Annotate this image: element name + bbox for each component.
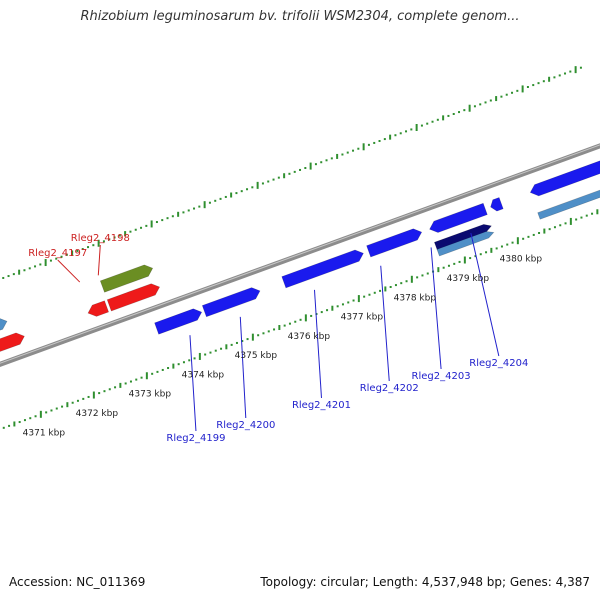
scale-label: 4374 kbp [182, 370, 225, 380]
gene-label-leader [430, 247, 442, 370]
gene-feature-forward[interactable] [201, 287, 261, 318]
scale-label: 4379 kbp [447, 274, 490, 284]
scale-label: 4377 kbp [341, 313, 384, 323]
gene-label-leader [97, 244, 101, 276]
gene-label-forward[interactable]: Rleg2_4200 [216, 420, 275, 431]
gene-label-forward[interactable]: Rleg2_4204 [469, 358, 528, 369]
accession-text: Accession: NC_011369 [9, 575, 146, 589]
gene-features[interactable] [0, 160, 600, 361]
gene-feature-reverse-rna[interactable] [99, 264, 154, 293]
scale-label: 4373 kbp [129, 390, 172, 400]
gene-feature-reverse-pseudo[interactable] [0, 318, 8, 342]
gene-label-leader [313, 289, 322, 399]
scale-label: 4378 kbp [394, 293, 437, 303]
gene-feature-forward[interactable] [366, 228, 423, 258]
gene-label-forward[interactable]: Rleg2_4203 [412, 371, 471, 382]
gene-label-reverse[interactable]: Rleg2_4197 [28, 248, 87, 259]
gene-feature-forward[interactable] [281, 249, 364, 289]
gene-feature-forward-pseudo[interactable] [436, 231, 495, 257]
gene-feature-forward-selected[interactable] [434, 224, 492, 251]
gene-label-leader [239, 316, 247, 419]
gene-feature-forward-pseudo[interactable] [537, 188, 600, 220]
gene-labels[interactable]: Rleg2_4197 Rleg2_4198 Rleg2_4199 Rleg2_4200… [28, 233, 528, 444]
gene-label-leader [380, 265, 390, 382]
gene-feature-reverse[interactable] [87, 300, 109, 317]
backbone-line [0, 143, 600, 367]
gene-feature-reverse[interactable] [106, 283, 161, 312]
gene-label-leader [470, 232, 500, 357]
gene-feature-forward[interactable] [429, 202, 488, 233]
backbone-highlight [0, 144, 600, 364]
upper-tick-row [2, 66, 582, 279]
scale-label: 4376 kbp [288, 332, 331, 342]
gene-label-leader [57, 259, 81, 283]
gene-feature-reverse[interactable] [0, 332, 25, 361]
scale-labels: 4371 kbp 4372 kbp 4373 kbp 4374 kbp 4375 kbp… [23, 255, 543, 439]
scale-label: 4380 kbp [500, 255, 543, 265]
gene-feature-forward[interactable] [490, 197, 504, 212]
gene-label-reverse[interactable]: Rleg2_4198 [71, 233, 130, 244]
scale-label: 4371 kbp [23, 428, 66, 438]
gene-label-forward[interactable]: Rleg2_4202 [360, 383, 419, 394]
scale-label: 4375 kbp [235, 351, 278, 361]
lower-tick-row [2, 209, 599, 429]
page-title: Rhizobium leguminosarum bv. trifolii WSM… [80, 9, 520, 24]
gene-label-forward[interactable]: Rleg2_4199 [166, 433, 225, 444]
genome-stats-text: Topology: circular; Length: 4,537,948 bp… [260, 575, 590, 589]
gene-label-leaders [57, 232, 500, 432]
scale-label: 4372 kbp [76, 409, 119, 419]
gene-feature-forward[interactable] [154, 308, 203, 335]
gene-label-leader [189, 335, 197, 432]
gene-feature-forward[interactable] [529, 160, 600, 197]
genome-backbone [0, 143, 600, 367]
gene-label-forward[interactable]: Rleg2_4201 [292, 400, 351, 411]
